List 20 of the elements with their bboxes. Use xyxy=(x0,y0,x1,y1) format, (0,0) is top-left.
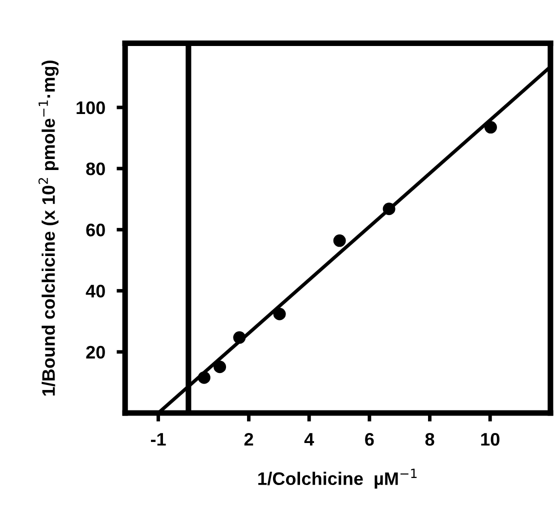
point xyxy=(214,360,226,374)
point xyxy=(484,121,497,134)
x-tick-label: 2 xyxy=(244,432,254,446)
x-tick-label: -1 xyxy=(150,433,166,446)
point xyxy=(382,202,396,216)
x-tick-label: 8 xyxy=(425,432,434,446)
x-tick-label: 6 xyxy=(365,432,374,446)
y-tick-label: 100 xyxy=(76,101,105,114)
y-axis-title: 1/Bound colchicine (x 10$^{2}$ pmole$^{−1}$·mg) xyxy=(38,60,59,396)
y-tick-label: 80 xyxy=(86,162,105,176)
y-tick-label: 60 xyxy=(86,224,105,236)
point xyxy=(333,234,346,247)
y-tick-label: 40 xyxy=(86,284,105,298)
x-tick-label: 10 xyxy=(481,432,500,446)
point xyxy=(273,308,286,320)
point xyxy=(233,331,246,344)
x-tick-label: 4 xyxy=(304,433,314,446)
x-axis-title: 1/Colchicine µM$^{−1}$ xyxy=(258,468,417,489)
y-tick-label: 20 xyxy=(86,346,105,359)
point xyxy=(198,371,210,384)
